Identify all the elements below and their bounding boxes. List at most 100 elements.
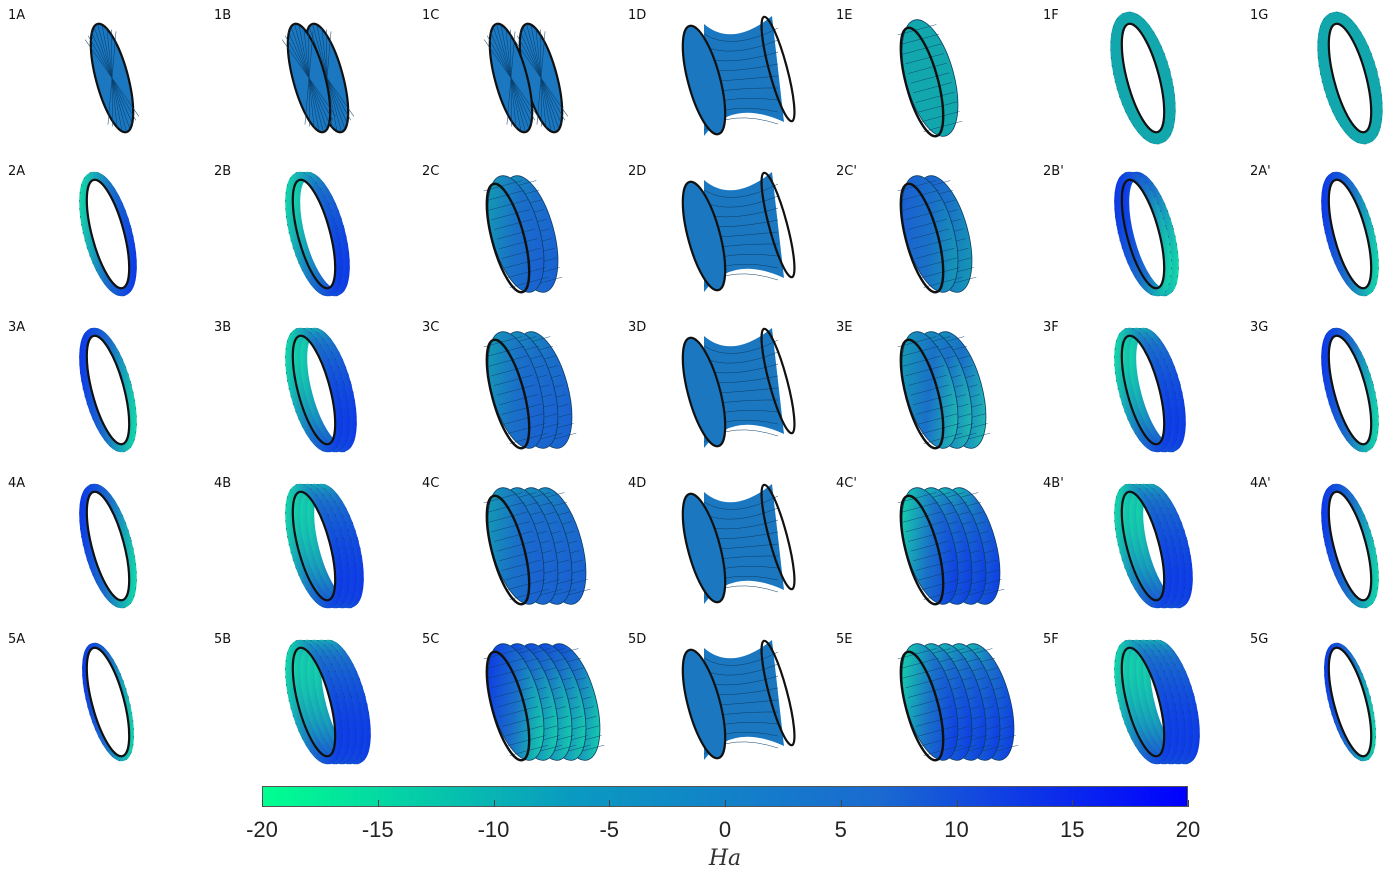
ring-lobe xyxy=(1324,642,1376,762)
panel-label: 5F xyxy=(1043,632,1059,647)
ring-rim xyxy=(291,490,337,602)
panel-label: 5B xyxy=(214,632,232,647)
colorbar-tick-label: 5 xyxy=(834,817,847,842)
panel-shape xyxy=(1114,171,1179,297)
panel-label: 3A xyxy=(8,320,26,335)
panel-4a: 4A xyxy=(0,468,199,623)
panel-shape xyxy=(897,331,991,450)
colorbar-axis-label: Ha xyxy=(708,846,742,871)
panel-2c-prime: 2C' xyxy=(828,156,1027,311)
panel-shape xyxy=(1114,639,1200,765)
panel-shape xyxy=(285,639,371,765)
ring-lobe xyxy=(79,171,137,297)
panel-label: 1D xyxy=(628,8,647,23)
colorbar-tick-label: 0 xyxy=(718,817,732,842)
neck-surface xyxy=(681,171,796,292)
ring-rim xyxy=(85,646,131,758)
panel-4b: 4B xyxy=(206,468,405,623)
panel-shape xyxy=(79,483,137,609)
panel-1g: 1G xyxy=(1242,0,1393,155)
panel-label: 1F xyxy=(1043,8,1059,23)
panel-shape xyxy=(681,327,796,448)
ring-rim xyxy=(1327,334,1373,446)
panel-label: 2C xyxy=(422,164,440,179)
tube-rim xyxy=(899,26,945,138)
panel-1a: 1A xyxy=(0,0,199,155)
tube-rim xyxy=(485,494,531,606)
panel-label: 5G xyxy=(1250,632,1269,647)
panel-label: 2D xyxy=(628,164,647,179)
panel-shape xyxy=(82,642,134,762)
neck-surface xyxy=(681,483,796,604)
ring-lobe xyxy=(1321,171,1379,297)
panel-shape xyxy=(79,327,137,453)
ring-lobe xyxy=(82,642,134,762)
ring-rim xyxy=(1327,22,1373,134)
ring-lobe xyxy=(285,639,343,765)
panel-shape xyxy=(483,331,577,450)
panel-1e: 1E xyxy=(828,0,1027,155)
panel-label: 4B xyxy=(214,476,232,491)
panel-label: 1B xyxy=(214,8,232,23)
panel-5g: 5G xyxy=(1242,624,1393,779)
disk-lobe xyxy=(483,22,539,134)
disk-lobe xyxy=(281,22,337,134)
disk-lobe xyxy=(84,22,140,134)
colorbar-tick-label: -5 xyxy=(599,817,620,842)
ring-rim xyxy=(85,178,131,290)
panel-shape xyxy=(1321,327,1379,453)
panel-label: 3B xyxy=(214,320,232,335)
neck-surface xyxy=(681,639,796,760)
panel-label: 4C xyxy=(422,476,440,491)
panel-shape xyxy=(281,22,355,134)
tube-rim xyxy=(899,650,945,762)
panel-label: 3D xyxy=(628,320,647,335)
tube-rim xyxy=(485,338,531,450)
ring-rim xyxy=(1120,22,1166,134)
colorbar-tick-mark xyxy=(1188,800,1189,807)
panel-label: 4A' xyxy=(1250,476,1271,491)
panel-3e: 3E xyxy=(828,312,1027,467)
panel-4c: 4C xyxy=(414,468,613,623)
panel-label: 3C xyxy=(422,320,440,335)
panel-3d: 3D xyxy=(620,312,819,467)
panel-shape xyxy=(897,175,977,294)
colorbar-tick-label: 10 xyxy=(944,817,969,842)
panel-3c: 3C xyxy=(414,312,613,467)
panel-5e: 5E xyxy=(828,624,1027,779)
colorbar-tick-mark xyxy=(840,800,842,807)
panel-label: 5A xyxy=(8,632,26,647)
panel-1c: 1C xyxy=(414,0,613,155)
panel-label: 5C xyxy=(422,632,440,647)
ring-lobe xyxy=(1114,171,1172,297)
colorbar-tick-label: 20 xyxy=(1175,817,1201,842)
panel-label: 2B xyxy=(214,164,232,179)
neck-surface xyxy=(681,327,796,448)
panel-label: 1A xyxy=(8,8,26,23)
panel-shape xyxy=(84,22,140,134)
colorbar-tick-mark xyxy=(377,800,379,807)
panel-shape xyxy=(285,171,350,297)
panel-2d: 2D xyxy=(620,156,819,311)
panel-label: 1G xyxy=(1250,8,1269,23)
panel-2a: 2A xyxy=(0,156,199,311)
panel-shape xyxy=(681,483,796,604)
ring-lobe xyxy=(285,483,343,609)
panel-shape xyxy=(483,487,591,606)
panel-label: 4B' xyxy=(1043,476,1064,491)
panel-4b-prime: 4B' xyxy=(1035,468,1234,623)
tube-rim xyxy=(899,494,945,606)
ring-lobe xyxy=(285,327,343,453)
colorbar-tick-mark xyxy=(1072,800,1074,807)
panel-3a: 3A xyxy=(0,312,199,467)
ring-rim xyxy=(291,178,337,290)
colorbar-tick-label: 15 xyxy=(1060,817,1085,842)
panel-label: 1E xyxy=(836,8,853,23)
panel-shape xyxy=(79,171,137,297)
panel-2c: 2C xyxy=(414,156,613,311)
colorbar-tick-label: -10 xyxy=(477,817,510,842)
ring-lobe xyxy=(1317,11,1383,145)
panel-shape xyxy=(483,22,569,134)
tube-rim xyxy=(485,650,531,762)
figure-grid: 1A 1B 1C 1D 1E 1F 1G 2A 2B 2C 2D 2C' 2B' 2A' 3A 3B 3C 3D 3… xyxy=(0,0,1393,779)
